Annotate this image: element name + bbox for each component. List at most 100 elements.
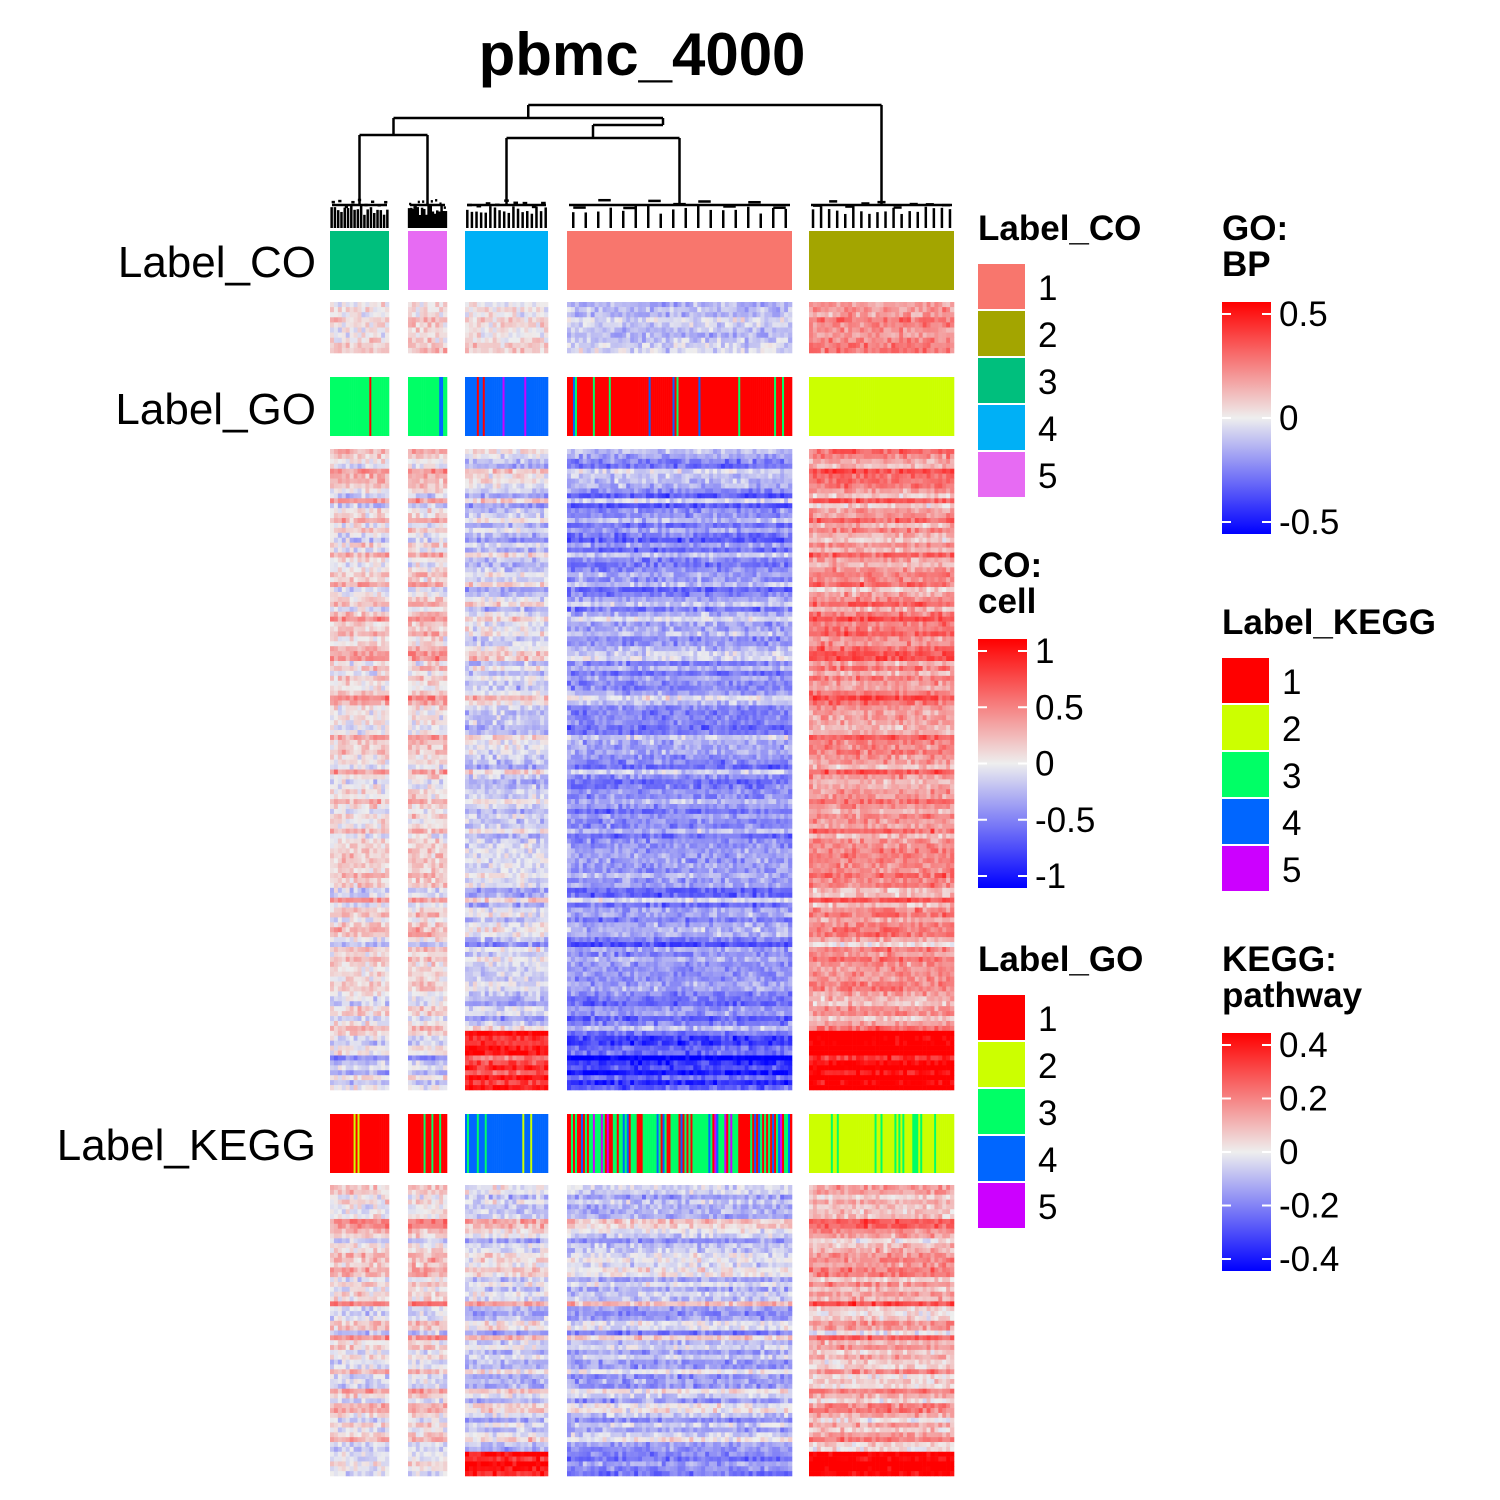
annotation-cell: [621, 377, 623, 436]
annotation-cell: [344, 1114, 346, 1173]
annotation-cell: [412, 1114, 414, 1173]
annotation-cell: [439, 377, 441, 436]
annotation-cell: [738, 377, 740, 436]
annotation-cell: [334, 1114, 336, 1173]
annotation-cell: [581, 377, 583, 436]
annotation-cell: [748, 377, 750, 436]
annotation-cell: [700, 1114, 702, 1173]
annotation-cell: [485, 1114, 487, 1173]
annotation-cell: [716, 377, 718, 436]
annotation-cell: [914, 1114, 916, 1173]
annotation-cell: [732, 377, 734, 436]
annotation-cell: [526, 1114, 528, 1173]
annotation-cell: [809, 231, 954, 290]
heatmap-block-2-cluster-1: [567, 1185, 792, 1476]
annotation-cell: [514, 377, 516, 436]
legend-swatch: [978, 1183, 1025, 1228]
annotation-cell: [522, 1114, 524, 1173]
annotation-cell: [637, 377, 639, 436]
annotation-cell: [499, 377, 501, 436]
legend-label: 2: [1038, 316, 1057, 355]
annotation-cell: [722, 1114, 724, 1173]
annotation-cell: [518, 1114, 520, 1173]
annotation-cell: [863, 1114, 865, 1173]
annotation-cell: [516, 1114, 518, 1173]
legend-tick-label: -0.4: [1279, 1240, 1339, 1279]
annotation-cell: [784, 377, 786, 436]
annotation-cell: [760, 377, 762, 436]
annotation-cell: [629, 1114, 631, 1173]
annotation-cell: [892, 1114, 894, 1173]
annotation-cell: [585, 377, 587, 436]
annotation-cell: [756, 1114, 758, 1173]
annotation-cell: [778, 1114, 780, 1173]
annotation-cell: [681, 377, 683, 436]
heatmap-block-0: [330, 302, 954, 353]
annotation-label-co-cluster-5: [408, 231, 447, 290]
annotation-cell: [585, 1114, 587, 1173]
annotation-cell: [524, 377, 526, 436]
annotation-cell: [784, 1114, 786, 1173]
annotation-cell: [835, 377, 837, 436]
annotation-cell: [732, 1114, 734, 1173]
annotation-cell: [675, 377, 677, 436]
annotation-cell: [869, 377, 871, 436]
annotation-cell: [861, 377, 863, 436]
annotation-cell: [629, 377, 631, 436]
annotation-cell: [346, 377, 348, 436]
annotation-cell: [766, 377, 768, 436]
annotation-cell: [375, 377, 377, 436]
annotation-cell: [821, 377, 823, 436]
chart-title: pbmc_4000: [479, 21, 806, 88]
annotation-cell: [831, 1114, 833, 1173]
annotation-cell: [930, 377, 932, 436]
annotation-cell: [475, 377, 477, 436]
annotation-cell: [780, 377, 782, 436]
annotation-cell: [518, 377, 520, 436]
annotation-cell: [487, 377, 489, 436]
annotation-cell: [902, 377, 904, 436]
annotation-cell: [338, 1114, 340, 1173]
annotation-cell: [682, 377, 684, 436]
annotation-cell: [615, 377, 617, 436]
annotation-cell: [433, 1114, 435, 1173]
annotation-cell: [431, 377, 433, 436]
annotation-cell: [497, 377, 499, 436]
legend-tick-label: 0.5: [1279, 295, 1328, 334]
annotation-cell: [865, 377, 867, 436]
annotation-cell: [924, 1114, 926, 1173]
annotation-cell: [926, 377, 928, 436]
annotation-cell: [426, 1114, 428, 1173]
annotation-cell: [839, 377, 841, 436]
annotation-cell: [481, 377, 483, 436]
annotation-cell: [924, 377, 926, 436]
annotation-cell: [708, 377, 710, 436]
annotation-cell: [505, 377, 507, 436]
annotation-cell: [387, 377, 389, 436]
annotation-cell: [342, 377, 344, 436]
annotation-cell: [764, 377, 766, 436]
annotation-cell: [619, 1114, 621, 1173]
annotation-cell: [910, 1114, 912, 1173]
legend-title: cell: [978, 582, 1036, 621]
annotation-cell: [841, 1114, 843, 1173]
annotation-cell: [896, 1114, 898, 1173]
annotation-cell: [655, 1114, 657, 1173]
annotation-cell: [809, 377, 811, 436]
annotation-cell: [675, 1114, 677, 1173]
annotation-cell: [483, 377, 485, 436]
annotation-cell: [371, 1114, 373, 1173]
annotation-cell: [330, 377, 332, 436]
annotation-cell: [906, 1114, 908, 1173]
annotation-cell: [369, 377, 371, 436]
heatmap-block-1-cluster-1: [567, 449, 792, 1090]
annotation-cell: [952, 1114, 954, 1173]
annotation-cell: [505, 1114, 507, 1173]
legend-swatch: [1222, 846, 1269, 891]
annotation-cell: [507, 377, 509, 436]
annotation-label-co-cluster-2: [809, 231, 954, 290]
annotation-cell: [738, 1114, 740, 1173]
